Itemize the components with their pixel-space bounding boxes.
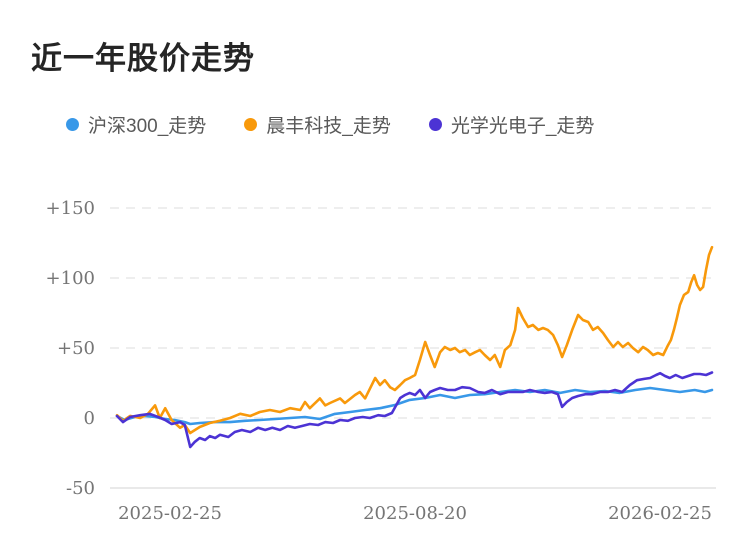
x-axis-tick-label: 2025-08-20 bbox=[363, 503, 467, 524]
y-axis-tick-label: -50 bbox=[66, 478, 95, 499]
y-axis-tick-label: +150 bbox=[46, 198, 95, 219]
legend-item-chenfeng[interactable]: 晨丰科技_走势 bbox=[244, 111, 391, 138]
series-line-光学光电子_走势[interactable] bbox=[115, 371, 714, 449]
legend-label: 沪深300_走势 bbox=[88, 116, 207, 137]
chart-legend: 沪深300_走势 晨丰科技_走势 光学光电子_走势 bbox=[66, 111, 594, 138]
x-axis-tick-label: 2025-02-25 bbox=[118, 503, 222, 524]
legend-label: 晨丰科技_走势 bbox=[266, 116, 391, 137]
legend-dot-blue-icon bbox=[66, 118, 79, 131]
y-axis-tick-label: +100 bbox=[46, 268, 95, 289]
legend-dot-purple-icon bbox=[428, 118, 442, 131]
y-axis-tick-label: 0 bbox=[84, 408, 95, 429]
legend-item-hs300[interactable]: 沪深300_走势 bbox=[66, 111, 206, 138]
legend-dot-orange-icon bbox=[244, 118, 258, 131]
x-axis-tick-label: 2026-02-25 bbox=[608, 503, 712, 524]
series-line-晨丰科技_走势[interactable] bbox=[115, 245, 714, 435]
chart-title: 近一年股价走势 bbox=[31, 41, 255, 76]
y-axis-tick-label: +50 bbox=[57, 338, 95, 359]
legend-item-optics[interactable]: 光学光电子_走势 bbox=[428, 111, 595, 138]
legend-label: 光学光电子_走势 bbox=[450, 116, 595, 137]
